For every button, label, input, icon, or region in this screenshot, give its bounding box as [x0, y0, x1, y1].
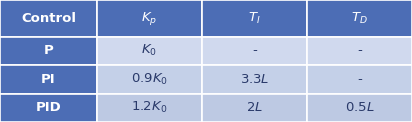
Bar — [97, 65, 202, 94]
Text: $2L$: $2L$ — [246, 101, 263, 114]
Text: $1.2K_0$: $1.2K_0$ — [131, 100, 168, 115]
Bar — [307, 94, 412, 122]
Text: $T_I$: $T_I$ — [248, 11, 261, 26]
Text: -: - — [357, 44, 362, 57]
Text: -: - — [252, 44, 257, 57]
Bar — [202, 0, 307, 37]
Text: PID: PID — [35, 101, 61, 114]
Bar — [202, 65, 307, 94]
Bar — [0, 65, 97, 94]
Text: Control: Control — [21, 12, 76, 25]
Text: P: P — [44, 44, 53, 57]
Text: $K_p$: $K_p$ — [141, 10, 157, 27]
Bar — [0, 94, 97, 122]
Text: $K_0$: $K_0$ — [141, 43, 157, 58]
Text: PI: PI — [41, 73, 56, 86]
Text: $0.9K_0$: $0.9K_0$ — [131, 72, 168, 87]
Text: -: - — [357, 73, 362, 86]
Bar — [97, 37, 202, 65]
Bar — [202, 37, 307, 65]
Bar — [307, 65, 412, 94]
Text: $0.5L$: $0.5L$ — [344, 101, 375, 114]
Text: $T_D$: $T_D$ — [351, 11, 368, 26]
Bar — [0, 0, 97, 37]
Bar — [307, 37, 412, 65]
Bar — [97, 0, 202, 37]
Bar — [202, 94, 307, 122]
Bar — [307, 0, 412, 37]
Text: $3.3L$: $3.3L$ — [240, 73, 269, 86]
Bar — [97, 94, 202, 122]
Bar — [0, 37, 97, 65]
